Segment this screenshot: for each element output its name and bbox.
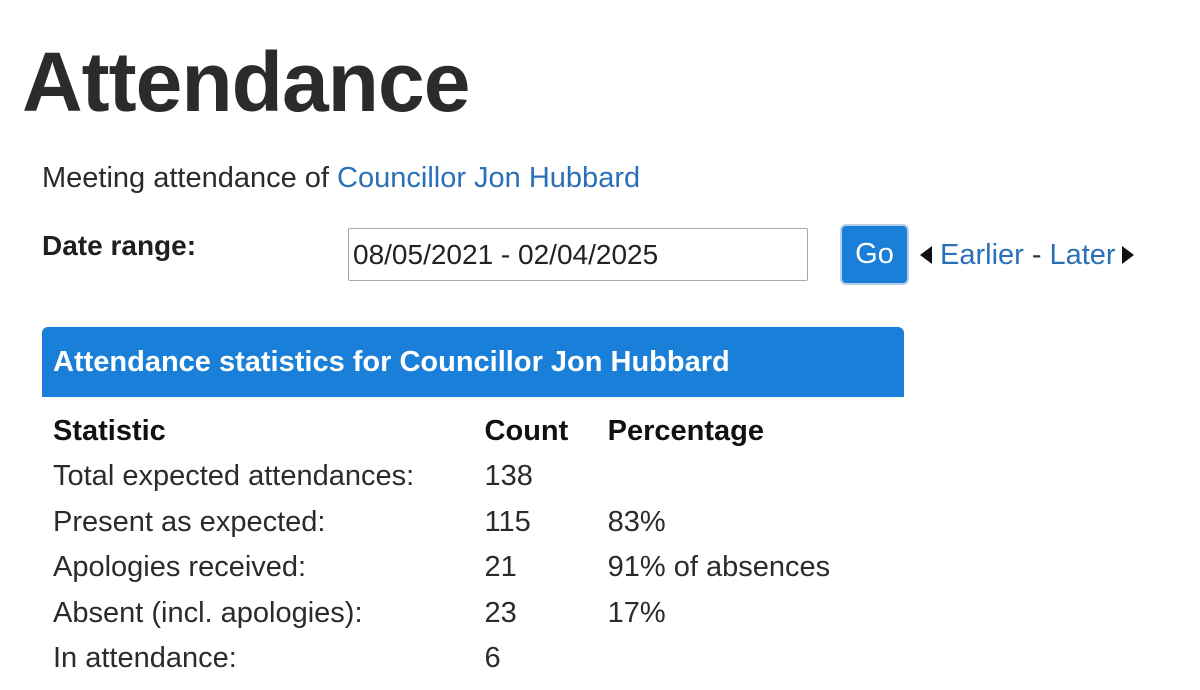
stat-count: 21 [484, 551, 517, 584]
earlier-link[interactable]: Earlier [940, 239, 1024, 271]
later-link[interactable]: Later [1049, 239, 1116, 271]
table-row: In attendance: 6 [53, 636, 904, 682]
page-title: Attendance [22, 35, 470, 129]
date-navigation: Earlier - Later [920, 237, 1134, 273]
stat-label: Total expected attendances: [53, 460, 415, 493]
stat-percentage: 17% [607, 596, 666, 629]
stat-count: 115 [484, 505, 531, 538]
stat-percentage: 91% of absences [607, 551, 831, 584]
intro-text: Meeting attendance of [42, 162, 338, 194]
attendance-stats-panel: Attendance statistics for Councillor Jon… [42, 327, 904, 682]
intro-line: Meeting attendance of Councillor Jon Hub… [42, 160, 640, 196]
arrow-right-icon [1121, 246, 1134, 264]
stat-label: In attendance: [53, 642, 237, 675]
stat-count: 6 [484, 642, 501, 675]
nav-separator: - [1031, 239, 1042, 271]
stat-label: Apologies received: [53, 551, 307, 584]
go-button[interactable]: Go [840, 224, 909, 285]
stats-table: Statistic Count Percentage Total expecte… [53, 409, 904, 682]
column-header-statistic: Statistic [53, 415, 166, 447]
stat-percentage [608, 454, 904, 500]
arrow-left-icon [920, 246, 932, 264]
stats-header-row: Statistic Count Percentage [53, 409, 904, 454]
stat-percentage: 83% [607, 505, 666, 538]
table-row: Present as expected: 115 83% [53, 500, 904, 546]
column-header-percentage: Percentage [607, 415, 764, 447]
stat-label: Absent (incl. apologies): [53, 596, 363, 629]
date-range-input[interactable] [348, 228, 808, 281]
stat-count: 138 [484, 460, 533, 493]
stat-label: Present as expected: [53, 505, 326, 538]
councillor-link[interactable]: Councillor Jon Hubbard [337, 162, 641, 194]
stat-count: 23 [484, 596, 517, 629]
date-range-label: Date range: [42, 230, 197, 261]
table-row: Absent (incl. apologies): 23 17% [53, 591, 904, 637]
table-row: Apologies received: 21 91% of absences [53, 545, 904, 591]
stats-header: Attendance statistics for Councillor Jon… [42, 327, 904, 397]
column-header-count: Count [484, 415, 569, 447]
table-row: Total expected attendances: 138 [53, 454, 904, 500]
stat-percentage [608, 636, 904, 682]
